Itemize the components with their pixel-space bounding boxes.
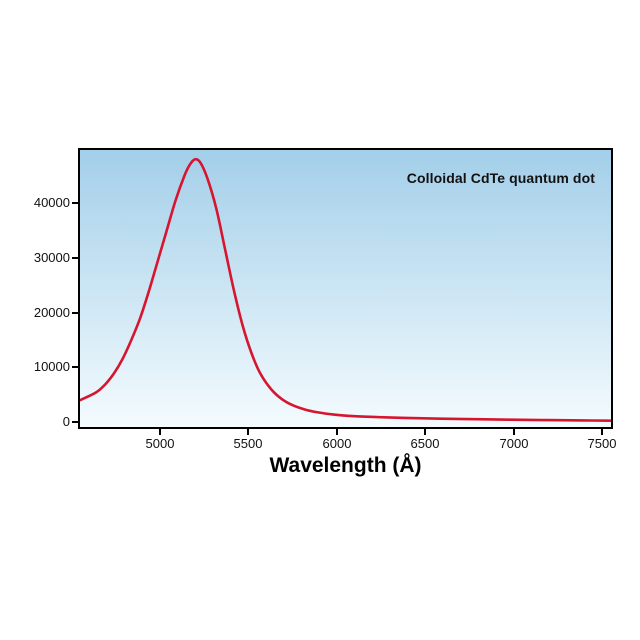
x-tick-label-5000: 5000 bbox=[145, 436, 175, 451]
y-tick-mark bbox=[72, 202, 78, 204]
x-tick-label-6500: 6500 bbox=[410, 436, 440, 451]
x-tick-mark bbox=[513, 429, 515, 435]
x-tick-label-6000: 6000 bbox=[322, 436, 352, 451]
x-tick-label-5500: 5500 bbox=[233, 436, 263, 451]
y-tick-label-0: 0 bbox=[62, 414, 70, 429]
plot-area: Colloidal CdTe quantum dot bbox=[78, 148, 613, 429]
y-tick-mark bbox=[72, 421, 78, 423]
y-tick-label-30000: 30000 bbox=[33, 250, 70, 265]
x-tick-mark bbox=[336, 429, 338, 435]
x-tick-mark bbox=[601, 429, 603, 435]
x-tick-label-7500: 7500 bbox=[587, 436, 617, 451]
emission-spectrum-plot bbox=[80, 157, 611, 422]
y-tick-label-10000: 10000 bbox=[33, 359, 70, 374]
x-tick-mark bbox=[247, 429, 249, 435]
y-tick-label-20000: 20000 bbox=[33, 305, 70, 320]
x-tick-mark bbox=[159, 429, 161, 435]
x-tick-label-7000: 7000 bbox=[499, 436, 529, 451]
emission-curve bbox=[80, 157, 611, 422]
y-tick-label-40000: 40000 bbox=[33, 195, 70, 210]
y-tick-mark bbox=[72, 312, 78, 314]
y-tick-mark bbox=[72, 257, 78, 259]
y-tick-mark bbox=[72, 366, 78, 368]
plot-annotation: Colloidal CdTe quantum dot bbox=[406, 170, 595, 186]
x-axis-title: Wavelength (Å) bbox=[269, 454, 422, 477]
x-tick-mark bbox=[424, 429, 426, 435]
